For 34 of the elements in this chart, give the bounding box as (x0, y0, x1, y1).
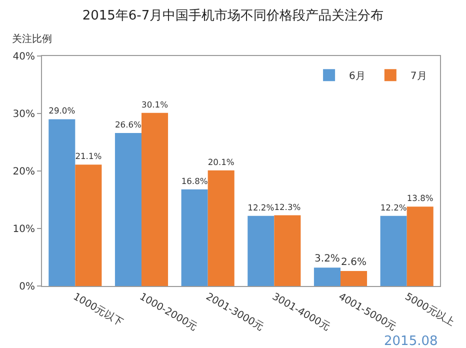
data-label: 21.1% (75, 151, 102, 162)
data-label: 13.8% (406, 193, 434, 204)
data-label: 20.1% (208, 156, 234, 167)
bar (314, 268, 340, 286)
bar (48, 119, 76, 286)
bar (406, 206, 434, 286)
data-label: 12.3% (274, 202, 301, 212)
y-tick-label: 10% (12, 224, 35, 235)
y-tick-label: 20% (12, 166, 35, 178)
data-label: 26.6% (115, 120, 142, 130)
bar (340, 271, 368, 286)
data-label: 16.8% (181, 176, 208, 186)
data-label: 29.0% (48, 106, 76, 116)
y-tick-label: 30% (12, 109, 35, 120)
bar (208, 170, 234, 286)
legend-label: 7月 (410, 71, 427, 82)
data-label: 3.2% (314, 254, 340, 265)
legend-label: 6月 (349, 71, 366, 82)
bar (142, 112, 168, 286)
bar (181, 189, 208, 286)
bar (274, 215, 301, 286)
text: 2015.08 (384, 334, 438, 348)
chart-title: 2015年6-7月中国手机市场不同价格段产品关注分布 (82, 8, 384, 24)
data-label: 12.2% (248, 202, 274, 212)
y-tick-label: 40% (12, 52, 35, 62)
data-label: 12.2% (380, 202, 407, 212)
y-axis-title: 关注比例 (12, 33, 52, 45)
bar (248, 216, 274, 286)
bar (75, 164, 102, 286)
y-tick-label: 0% (19, 282, 35, 292)
bar (114, 133, 142, 286)
bar (380, 216, 407, 286)
data-label: 2.6% (341, 257, 366, 268)
data-label: 30.1% (142, 99, 168, 110)
